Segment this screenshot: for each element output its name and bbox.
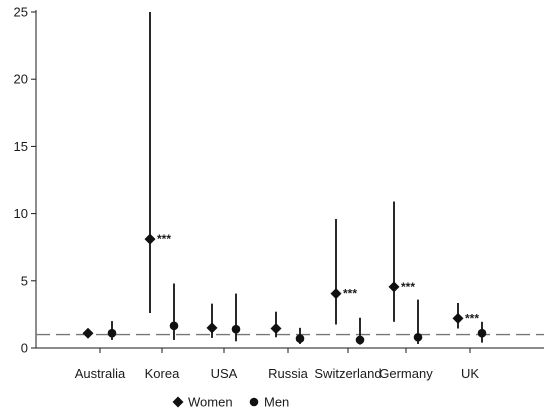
women-point-diamond <box>82 327 94 339</box>
x-tick-label: USA <box>211 366 238 381</box>
men-point-circle <box>107 328 117 338</box>
women-point-diamond <box>388 281 400 293</box>
women-point-diamond <box>206 322 218 334</box>
legend-label-women: Women <box>188 395 233 410</box>
x-axis: Australia Korea USA Russia SwitzerlandGerman… <box>36 347 544 381</box>
legend-circle-icon <box>249 397 259 407</box>
y-tick-label: 10 <box>14 206 28 221</box>
men-point-circle <box>231 324 241 334</box>
men-point-circle <box>413 332 423 342</box>
women-point-diamond <box>270 323 282 335</box>
women-significance-label: *** <box>157 232 171 246</box>
y-axis: 0 5 10 15 20 25 <box>14 5 37 356</box>
men-point-circle <box>355 335 365 345</box>
x-tick-label: UK <box>461 366 479 381</box>
x-tick-label: Australia <box>75 366 126 381</box>
women-significance-label: *** <box>343 287 357 301</box>
y-tick-label: 5 <box>21 273 28 288</box>
women-significance-label: *** <box>401 280 415 294</box>
women-point-diamond <box>144 233 156 245</box>
y-tick-label: 25 <box>14 5 28 20</box>
x-tick-label: Korea <box>145 366 180 381</box>
x-tick-label: Russia <box>268 366 309 381</box>
x-tick-label: Switzerland <box>314 366 381 381</box>
plot-marks: *** *** *** *** <box>82 12 487 345</box>
women-significance-label: *** <box>465 311 479 325</box>
men-point-circle <box>295 334 305 343</box>
y-tick-label: 15 <box>14 139 28 154</box>
legend: Women Men <box>172 395 289 410</box>
y-tick-label: 20 <box>14 72 28 87</box>
women-point-diamond <box>330 288 342 300</box>
y-tick-label: 0 <box>21 341 28 356</box>
legend-label-men: Men <box>264 395 289 410</box>
legend-diamond-icon <box>172 396 184 408</box>
men-point-circle <box>477 328 487 338</box>
men-point-circle <box>169 321 179 331</box>
women-point-diamond <box>452 312 464 324</box>
x-tick-label: Germany <box>379 366 433 381</box>
